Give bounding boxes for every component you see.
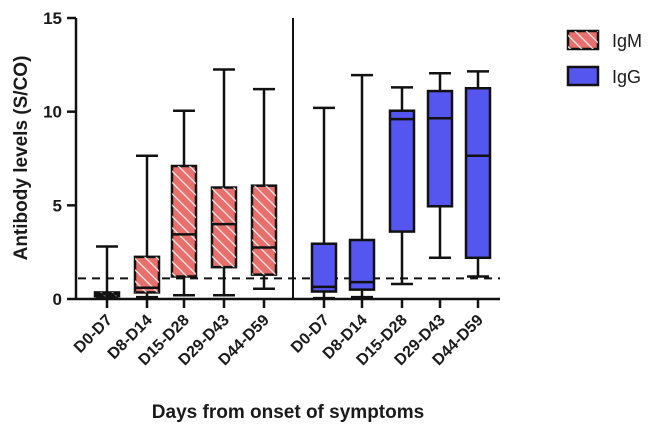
y-tick-label: 0 xyxy=(53,290,62,309)
box-hatch xyxy=(172,165,196,277)
legend-item-igg: IgG xyxy=(566,65,641,87)
y-tick-label: 10 xyxy=(43,103,62,122)
box-fill xyxy=(464,87,492,260)
y-axis-title: Antibody levels (S/CO) xyxy=(11,56,32,261)
box-igm xyxy=(250,87,278,290)
box-fill xyxy=(310,242,338,293)
box-igg xyxy=(388,86,416,286)
box-plots xyxy=(93,68,492,300)
legend-swatch-hatch xyxy=(568,31,598,49)
box-igm xyxy=(210,68,238,297)
box-igg xyxy=(348,73,376,299)
box-fill xyxy=(426,89,454,208)
box-hatch xyxy=(252,185,276,275)
legend-item-igm: IgM xyxy=(566,29,642,51)
box-igg xyxy=(426,72,454,260)
legend-label-igm: IgM xyxy=(612,31,642,51)
legend-swatch-igg xyxy=(566,65,600,87)
box-igm xyxy=(93,245,121,300)
box-igm xyxy=(170,109,198,297)
legend-label-igg: IgG xyxy=(612,67,641,87)
legend: IgM IgG xyxy=(566,29,642,87)
x-axis-title: Days from onset of symptoms xyxy=(152,402,424,423)
y-axis-ticks: 0 5 10 15 xyxy=(43,9,76,309)
x-axis-ticks: D0-D7 D8-D14 D15-D28 D29-D43 D44-D59 D0-… xyxy=(71,299,487,369)
box-hatch xyxy=(212,187,236,268)
box-fill xyxy=(388,109,416,233)
box-igg xyxy=(464,70,492,278)
y-tick-label: 15 xyxy=(43,9,62,28)
y-tick-label: 5 xyxy=(53,196,62,215)
box-igm xyxy=(133,154,161,299)
box-igg xyxy=(310,106,338,300)
